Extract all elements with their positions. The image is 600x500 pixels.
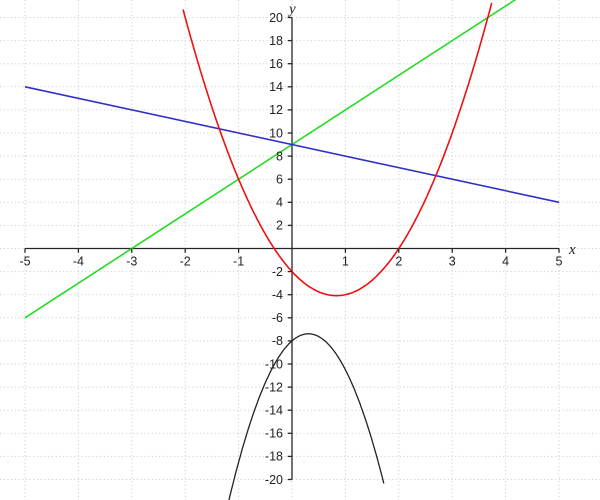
svg-text:4: 4	[276, 196, 283, 210]
svg-text:3: 3	[449, 255, 456, 269]
svg-text:14: 14	[269, 80, 283, 94]
svg-text:-18: -18	[265, 450, 283, 464]
svg-text:-2: -2	[180, 255, 191, 269]
svg-text:12: 12	[269, 103, 283, 117]
svg-text:y: y	[287, 2, 296, 18]
svg-text:2: 2	[395, 255, 402, 269]
svg-text:6: 6	[276, 173, 283, 187]
svg-text:-12: -12	[265, 380, 283, 394]
svg-text:-16: -16	[265, 427, 283, 441]
svg-text:-10: -10	[265, 357, 283, 371]
svg-text:x: x	[568, 242, 576, 258]
svg-text:-6: -6	[272, 311, 283, 325]
svg-text:-5: -5	[19, 255, 30, 269]
svg-text:18: 18	[269, 34, 283, 48]
svg-text:8: 8	[276, 149, 283, 163]
svg-text:-3: -3	[126, 255, 137, 269]
svg-text:16: 16	[269, 57, 283, 71]
svg-text:-1: -1	[233, 255, 244, 269]
svg-text:2: 2	[276, 219, 283, 233]
svg-text:-8: -8	[272, 334, 283, 348]
svg-text:-20: -20	[265, 473, 283, 487]
svg-text:4: 4	[502, 255, 509, 269]
svg-text:-2: -2	[272, 265, 283, 279]
svg-text:1: 1	[342, 255, 349, 269]
svg-text:10: 10	[269, 126, 283, 140]
svg-text:-4: -4	[272, 288, 283, 302]
svg-text:-14: -14	[265, 404, 283, 418]
svg-text:-4: -4	[73, 255, 84, 269]
svg-text:20: 20	[269, 11, 283, 25]
svg-text:5: 5	[556, 255, 563, 269]
